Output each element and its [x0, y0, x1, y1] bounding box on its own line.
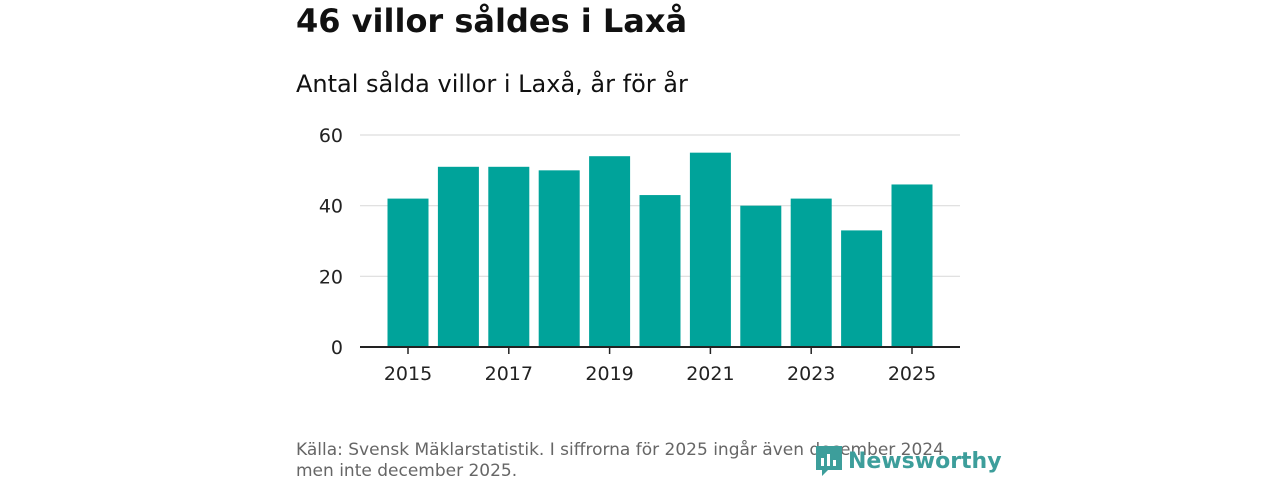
x-tick-label: 2025: [888, 363, 936, 385]
newsworthy-logo-icon: [816, 446, 842, 476]
bar-2020: [639, 195, 681, 347]
bar-2015: [387, 198, 429, 347]
chart-subtitle: Antal sålda villor i Laxå, år för år: [296, 70, 688, 98]
x-tick-label: 2023: [787, 363, 835, 385]
chart-title: 46 villor såldes i Laxå: [296, 2, 688, 40]
bar-2025: [891, 184, 933, 347]
newsworthy-logo: Newsworthy: [814, 444, 1002, 478]
x-tick-label: 2019: [585, 363, 633, 385]
bar-2022: [740, 205, 782, 347]
x-tick-label: 2017: [485, 363, 533, 385]
x-tick-label: 2021: [686, 363, 734, 385]
source-note-line-1: Källa: Svensk Mäklarstatistik. I siffror…: [296, 440, 944, 460]
bar-2021: [689, 152, 731, 347]
bar-2018: [538, 170, 580, 347]
bar-2023: [790, 198, 832, 347]
y-tick-label: 40: [319, 196, 343, 218]
y-tick-label: 0: [331, 337, 343, 359]
bar-2024: [841, 230, 883, 347]
source-note: Källa: Svensk Mäklarstatistik. I siffror…: [296, 440, 996, 482]
axes: 0 20 40 60 2015 2017 2019 2021 2023 2025: [319, 125, 960, 385]
logo-text: Newsworthy: [848, 448, 1002, 474]
bar-2016: [437, 166, 479, 347]
source-note-line-2: men inte december 2025.: [296, 461, 518, 481]
x-tick-label: 2015: [384, 363, 432, 385]
bar-2019: [589, 156, 631, 347]
bars: [387, 152, 933, 347]
y-tick-label: 20: [319, 266, 343, 288]
y-tick-label: 60: [319, 125, 343, 147]
bar-2017: [488, 166, 530, 347]
